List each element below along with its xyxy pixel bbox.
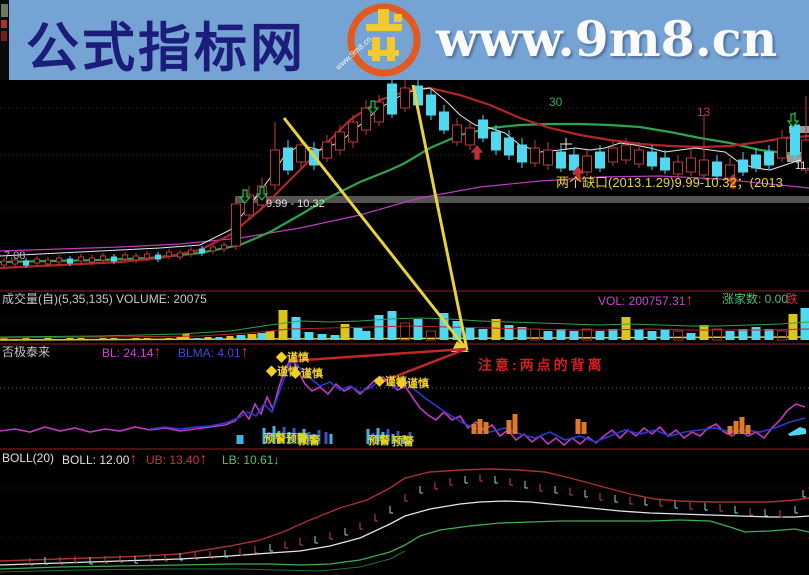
caution-label: ◆谨慎 bbox=[374, 376, 407, 388]
caution-label: ◆谨慎 bbox=[266, 366, 299, 378]
high-13-label: 13 bbox=[697, 105, 711, 119]
alert-label: 预警 bbox=[368, 435, 390, 447]
current-price-label: 11. bbox=[795, 160, 809, 172]
vol-value-text: VOL: 200757.31 bbox=[598, 294, 686, 308]
blma-value-text: BLMA: 4.01 bbox=[178, 346, 241, 360]
site-url[interactable]: www.9m8.cn bbox=[436, 10, 778, 68]
boll-value: BOLL: 12.00↑ bbox=[62, 452, 137, 468]
lb-value-text: LB: 10.61 bbox=[222, 453, 274, 467]
edge-watermark-mark bbox=[1, 4, 8, 17]
caution-label: ◆谨慎 bbox=[396, 378, 429, 390]
chart-canvas bbox=[0, 80, 809, 573]
ub-value: UB: 13.40↑ bbox=[146, 452, 207, 468]
ub-value-text: UB: 13.40 bbox=[146, 453, 200, 467]
bl-up-arrow-icon: ↑ bbox=[153, 344, 162, 361]
chart-area: 7.08 9.99 - 10.32 两个缺口(2013.1.29)9.99-10… bbox=[0, 80, 809, 575]
boll-value-text: BOLL: 12.00 bbox=[62, 453, 130, 467]
logo-ring bbox=[347, 3, 421, 77]
site-logo-icon: www.9m8.cn bbox=[333, 3, 421, 77]
site-title: 公式指标网 bbox=[26, 17, 306, 79]
alert-label: 预警预警 bbox=[264, 433, 308, 445]
indicator-name: 否极泰来 bbox=[2, 345, 51, 359]
lb-down-arrow-icon: ↓ bbox=[273, 453, 280, 467]
caution-label: ◆谨慎 bbox=[290, 368, 323, 380]
alert-label: 预警 bbox=[298, 435, 320, 447]
blma-up-arrow-icon: ↑ bbox=[240, 344, 249, 361]
boll-up-arrow-icon: ↑ bbox=[129, 451, 138, 468]
bl-value: BL: 24.14↑ bbox=[102, 345, 161, 361]
caution-label: ◆谨慎 bbox=[276, 352, 309, 364]
logo-glyph bbox=[366, 9, 402, 61]
edge-watermark-mark bbox=[1, 31, 7, 41]
blma-value: BLMA: 4.01↑ bbox=[178, 345, 249, 361]
site-banner: 公式指标网 www.9m8.cn www.9m8.cn bbox=[0, 0, 809, 80]
divergence-note: 注意:两点的背离 bbox=[478, 357, 605, 373]
bl-value-text: BL: 24.14 bbox=[102, 346, 154, 360]
gap-range-label: 9.99 - 10.32 bbox=[266, 198, 325, 210]
gap-note-label: 两个缺口(2013.1.29)9.99-10.32；(2013 bbox=[556, 175, 783, 190]
price-level-label: 7.08 bbox=[4, 250, 26, 262]
edge-watermark-mark bbox=[1, 20, 7, 28]
advancers-label: 涨家数: 0.00 bbox=[722, 292, 789, 306]
decliners-label: 跌 bbox=[786, 292, 799, 306]
lb-value: LB: 10.61↓ bbox=[222, 452, 279, 468]
vol-value: VOL: 200757.31↑ bbox=[598, 293, 693, 309]
vol-up-arrow-icon: ↑ bbox=[685, 292, 694, 309]
edge-watermark bbox=[0, 0, 9, 80]
ub-up-arrow-icon: ↑ bbox=[199, 451, 208, 468]
volume-header: 成交量(自)(5,35,135) VOLUME: 20075 bbox=[2, 292, 207, 306]
boll-header: BOLL(20) bbox=[2, 451, 55, 465]
high-30-label: 30 bbox=[549, 95, 563, 109]
alert-label: 预警 bbox=[392, 436, 414, 448]
